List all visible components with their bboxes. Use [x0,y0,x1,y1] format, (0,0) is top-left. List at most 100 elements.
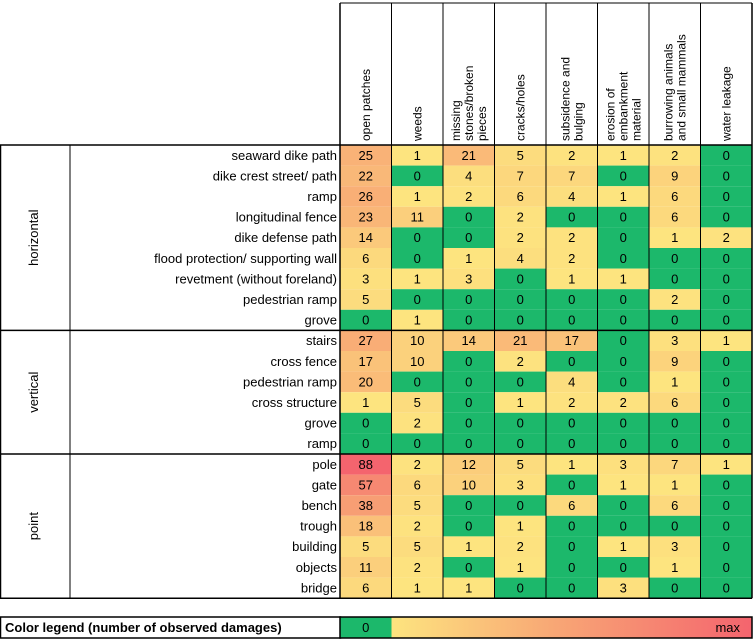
heatmap-cell [494,392,546,413]
heatmap-cell [494,289,546,310]
cell-value: 88 [359,457,373,472]
cell-value: 0 [723,374,730,389]
cell-value: 0 [723,251,730,266]
heatmap-cell [391,227,443,248]
cell-value: 0 [414,251,421,266]
heatmap-cell [391,248,443,269]
heatmap-cell [340,557,392,578]
heatmap-cell [494,536,546,557]
heatmap-cell [494,371,546,393]
heatmap-cell [700,351,752,372]
heatmap-cell [700,186,752,207]
heatmap-cell [340,392,392,413]
heatmap-cell [443,515,495,537]
heatmap-cell [597,557,649,578]
heatmap-cell [546,392,598,413]
cell-value: 0 [620,560,627,575]
cell-value: 2 [671,148,678,163]
cell-value: 2 [517,210,524,225]
cell-value: 1 [414,580,421,595]
heatmap-cell [597,289,649,310]
row-label: longitudinal fence [236,210,337,225]
heatmap-cell [649,371,701,393]
cell-value: 0 [620,354,627,369]
heatmap-cell [546,165,598,187]
cell-value: 1 [568,271,575,286]
cell-value: 6 [362,580,369,595]
cell-value: 0 [723,271,730,286]
heatmap-cell [340,371,392,393]
cell-value: 2 [414,560,421,575]
heatmap-cell [649,186,701,207]
cell-value: 1 [414,189,421,204]
cell-value: 0 [620,251,627,266]
heatmap-cell [546,515,598,537]
cell-value: 1 [723,333,730,348]
heatmap-cell [443,495,495,516]
row-label: pedestrian ramp [243,374,337,389]
heatmap-cell [546,227,598,248]
cell-value: 0 [620,210,627,225]
heatmap-cell [649,557,701,578]
heatmap-cell [700,433,752,454]
heatmap-cell [649,433,701,454]
row-label: ramp [307,436,337,451]
heatmap-cell [700,371,752,393]
row-label: bench [302,498,337,513]
heatmap-cell [546,186,598,207]
cell-value: 0 [568,580,575,595]
heatmap-cell [340,309,392,331]
column-header-label: burrowing animals [661,44,675,141]
heatmap-cell [494,495,546,516]
heatmap-cell [494,268,546,290]
cell-value: 0 [465,230,472,245]
heatmap-cell [597,433,649,454]
cell-value: 0 [465,498,472,513]
heatmap-cell [546,309,598,331]
heatmap-cell [391,515,443,537]
cell-value: 1 [362,395,369,410]
heatmap-cell [443,351,495,372]
heatmap-cell [546,145,598,166]
legend-gradient-bar [391,617,752,638]
cell-value: 21 [462,148,476,163]
heatmap-cell [546,371,598,393]
heatmap-cell [391,309,443,331]
cell-value: 2 [414,416,421,431]
heatmap-cell [494,309,546,331]
cell-value: 7 [517,168,524,183]
cell-value: 6 [362,251,369,266]
cell-value: 6 [671,189,678,204]
group-label: point [26,512,41,541]
heatmap-cell [391,474,443,496]
cell-value: 0 [568,519,575,534]
heatmap-cell [340,165,392,187]
cell-value: 6 [671,395,678,410]
heatmap-cell [340,351,392,372]
cell-value: 3 [517,477,524,492]
heatmap-cell [340,577,392,599]
cell-value: 0 [671,313,678,328]
cell-value: 2 [568,395,575,410]
heatmap-cell [443,474,495,496]
cell-value: 6 [671,498,678,513]
cell-value: 6 [414,477,421,492]
heatmap-cell [443,392,495,413]
cell-value: 5 [414,498,421,513]
cell-value: 10 [462,477,476,492]
cell-value: 9 [671,168,678,183]
cell-value: 1 [620,539,627,554]
heatmap-cell [597,515,649,537]
cell-value: 2 [568,251,575,266]
cell-value: 0 [465,354,472,369]
cell-value: 0 [465,395,472,410]
cell-value: 3 [671,333,678,348]
heatmap-cell [546,536,598,557]
cell-value: 0 [723,580,730,595]
cell-value: 12 [462,457,476,472]
cell-value: 25 [359,148,373,163]
heatmap-cell [546,577,598,599]
column-header-label: bulging [571,102,585,141]
heatmap-cell [340,186,392,207]
column-header-label: pieces [475,106,489,141]
